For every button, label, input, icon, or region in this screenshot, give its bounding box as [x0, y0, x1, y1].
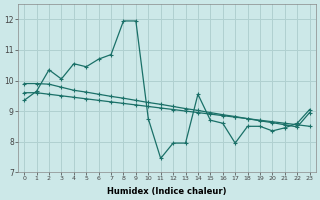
- X-axis label: Humidex (Indice chaleur): Humidex (Indice chaleur): [107, 187, 227, 196]
